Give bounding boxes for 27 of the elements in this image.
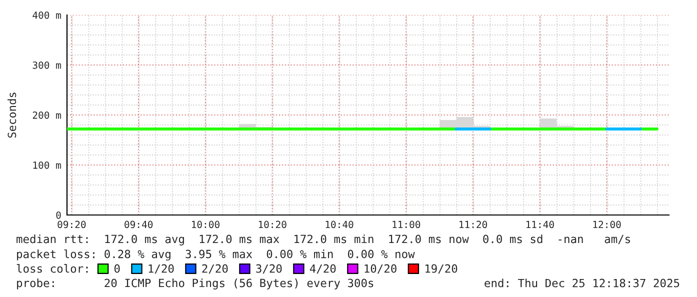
x-tick-label: 10:20 — [258, 220, 286, 228]
legend-label: 0 — [114, 264, 120, 273]
legend-label: 19/20 — [425, 264, 458, 274]
y-tick-label: 0 — [56, 212, 61, 219]
x-tick-label: 11:20 — [460, 220, 488, 228]
legend-label: 2/20 — [202, 264, 228, 274]
y-tick-label: 300 m — [32, 62, 61, 69]
x-tick-label: 09:40 — [124, 220, 153, 228]
legend-label: 3/20 — [256, 264, 282, 274]
text: packet loss: 0.28 % avg 3.95 % max 0.00 % min 0.00 % now — [17, 250, 415, 260]
x-tick-label: 09:20 — [58, 220, 86, 228]
x-tick-label: 10:00 — [192, 220, 220, 228]
x-tick-label: 11:40 — [526, 220, 554, 228]
legend-label: 4/20 — [310, 264, 336, 274]
x-tick-label: 12:00 — [593, 220, 621, 228]
x-tick-label: 11:00 — [392, 220, 420, 228]
text: median rtt: 172.0 ms avg 172.0 ms max 172.0 ms min 172.0 ms now 0.0 ms sd -nan am/s — [16, 234, 630, 246]
y-tick-label: 100 m — [33, 162, 61, 169]
legend-label: 10/20 — [364, 264, 396, 274]
text: end: Thu Dec 25 12:18:37 2025 — [484, 278, 680, 288]
text: probe: 20 ICMP Echo Pings (56 Bytes) every 300s — [17, 278, 374, 290]
legend-title: loss color: — [16, 264, 88, 273]
y-tick-label: 200 m — [32, 112, 61, 119]
legend-label: 1/20 — [148, 264, 174, 274]
y-tick-label: 400 m — [32, 12, 61, 19]
y-axis-title: Seconds — [8, 92, 16, 138]
x-tick-label: 10:40 — [326, 220, 354, 228]
